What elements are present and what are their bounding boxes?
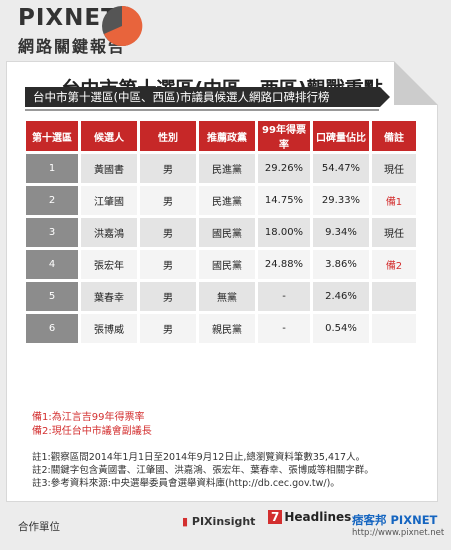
table-cell: 民進黨 bbox=[199, 154, 255, 183]
table-cell: - bbox=[258, 314, 310, 343]
table-cell: 18.00% bbox=[258, 218, 310, 247]
table-cell: 6 bbox=[26, 314, 78, 343]
headlines-number: 7 bbox=[268, 510, 283, 524]
table-row: 6 張博威男親民黨 -0.54% bbox=[26, 314, 416, 343]
pie-logo-icon bbox=[102, 5, 143, 46]
table-cell: 0.54% bbox=[313, 314, 369, 343]
folded-corner bbox=[394, 61, 438, 105]
table-row: 3 洪嘉鴻男國民黨 18.00% 9.34% 現任 bbox=[26, 218, 416, 247]
brand-title: PIXNET bbox=[18, 5, 118, 31]
col-district: 第十選區 bbox=[26, 121, 78, 151]
table-cell: 國民黨 bbox=[199, 218, 255, 247]
footnote-2: 註2:關鍵字包含黃國書、江肇國、洪嘉鴻、張宏年、葉春幸、張博威等相關字群。 bbox=[32, 465, 374, 476]
table-cell: 現任 bbox=[372, 218, 416, 247]
table-cell bbox=[372, 282, 416, 311]
table-cell: 江肇國 bbox=[81, 186, 137, 215]
table-cell: 29.33% bbox=[313, 186, 369, 215]
title-divider bbox=[25, 109, 379, 111]
table-cell: 張博威 bbox=[81, 314, 137, 343]
table-cell: - bbox=[258, 282, 310, 311]
table-row: 1 黃國書男民進黨 29.26% 54.47% 現任 bbox=[26, 154, 416, 183]
table-cell: 男 bbox=[140, 282, 196, 311]
footnote-1: 註1:觀察區間2014年1月1日至2014年9月12日止,總瀏覽資料筆數35,4… bbox=[32, 452, 366, 463]
table-cell: 29.26% bbox=[258, 154, 310, 183]
table-cell: 洪嘉鴻 bbox=[81, 218, 137, 247]
table-cell: 24.88% bbox=[258, 250, 310, 279]
col-gender: 性別 bbox=[140, 121, 196, 151]
headlines-logo: 7 Headlines bbox=[268, 510, 351, 524]
ranking-banner: 台中市第十選區(中區、西區)市議員候選人網路口碑排行榜 bbox=[25, 87, 390, 107]
table-cell: 14.75% bbox=[258, 186, 310, 215]
footnotes: 註1:觀察區間2014年1月1日至2014年9月12日止,總瀏覽資料筆數35,4… bbox=[32, 451, 374, 490]
footnote-3: 註3:參考資料來源:中央選舉委員會選舉資料庫(http://db.cec.gov… bbox=[32, 478, 340, 489]
table-cell: 現任 bbox=[372, 154, 416, 183]
table-cell: 5 bbox=[26, 282, 78, 311]
brand-subtitle: 網路關鍵報告 bbox=[18, 37, 127, 56]
table-cell: 2 bbox=[26, 186, 78, 215]
candidate-table: 第十選區 候選人 性別 推薦政黨 99年得票率 口碑量佔比 備註 1 黃國書男民進… bbox=[23, 118, 419, 346]
table-cell bbox=[372, 314, 416, 343]
table-cell: 2.46% bbox=[313, 282, 369, 311]
table-cell: 民進黨 bbox=[199, 186, 255, 215]
table-cell: 男 bbox=[140, 154, 196, 183]
table-cell: 1 bbox=[26, 154, 78, 183]
table-cell: 3.86% bbox=[313, 250, 369, 279]
remarks: 備1:為江言吉99年得票率 備2:現任台中市議會副議長 bbox=[32, 411, 152, 439]
pixinsight-text: PIXinsight bbox=[191, 515, 256, 528]
table-cell: 男 bbox=[140, 314, 196, 343]
pixnet-url: http://www.pixnet.net bbox=[352, 528, 445, 538]
table-cell: 男 bbox=[140, 218, 196, 247]
table-header-row: 第十選區 候選人 性別 推薦政黨 99年得票率 口碑量佔比 備註 bbox=[26, 121, 416, 151]
table-cell: 3 bbox=[26, 218, 78, 247]
table-cell: 9.34% bbox=[313, 218, 369, 247]
table-cell: 備1 bbox=[372, 186, 416, 215]
table-cell: 黃國書 bbox=[81, 154, 137, 183]
pixinsight-logo: ▮ PIXinsight bbox=[182, 515, 256, 528]
col-party: 推薦政黨 bbox=[199, 121, 255, 151]
table-cell: 男 bbox=[140, 250, 196, 279]
table-cell: 無黨 bbox=[199, 282, 255, 311]
remark-1: 備1:為江言吉99年得票率 bbox=[32, 412, 145, 423]
remark-2: 備2:現任台中市議會副議長 bbox=[32, 426, 152, 437]
table-cell: 備2 bbox=[372, 250, 416, 279]
col-vote-rate: 99年得票率 bbox=[258, 121, 310, 151]
col-candidate: 候選人 bbox=[81, 121, 137, 151]
headlines-text: Headlines bbox=[284, 510, 352, 524]
table-cell: 親民黨 bbox=[199, 314, 255, 343]
col-remark: 備註 bbox=[372, 121, 416, 151]
table-row: 2 江肇國男民進黨 14.75% 29.33% 備1 bbox=[26, 186, 416, 215]
table-cell: 張宏年 bbox=[81, 250, 137, 279]
pixnet-logo: 痞客邦 PIXNET http://www.pixnet.net bbox=[352, 512, 444, 538]
table-row: 5 葉春幸男無黨 -2.46% bbox=[26, 282, 416, 311]
partners-label: 合作單位 bbox=[18, 521, 60, 533]
col-share: 口碑量佔比 bbox=[313, 121, 369, 151]
table-cell: 男 bbox=[140, 186, 196, 215]
pixnet-text: 痞客邦 PIXNET bbox=[352, 513, 438, 527]
table-cell: 葉春幸 bbox=[81, 282, 137, 311]
table-cell: 54.47% bbox=[313, 154, 369, 183]
table-cell: 4 bbox=[26, 250, 78, 279]
table-cell: 國民黨 bbox=[199, 250, 255, 279]
table-row: 4 張宏年男國民黨 24.88% 3.86% 備2 bbox=[26, 250, 416, 279]
